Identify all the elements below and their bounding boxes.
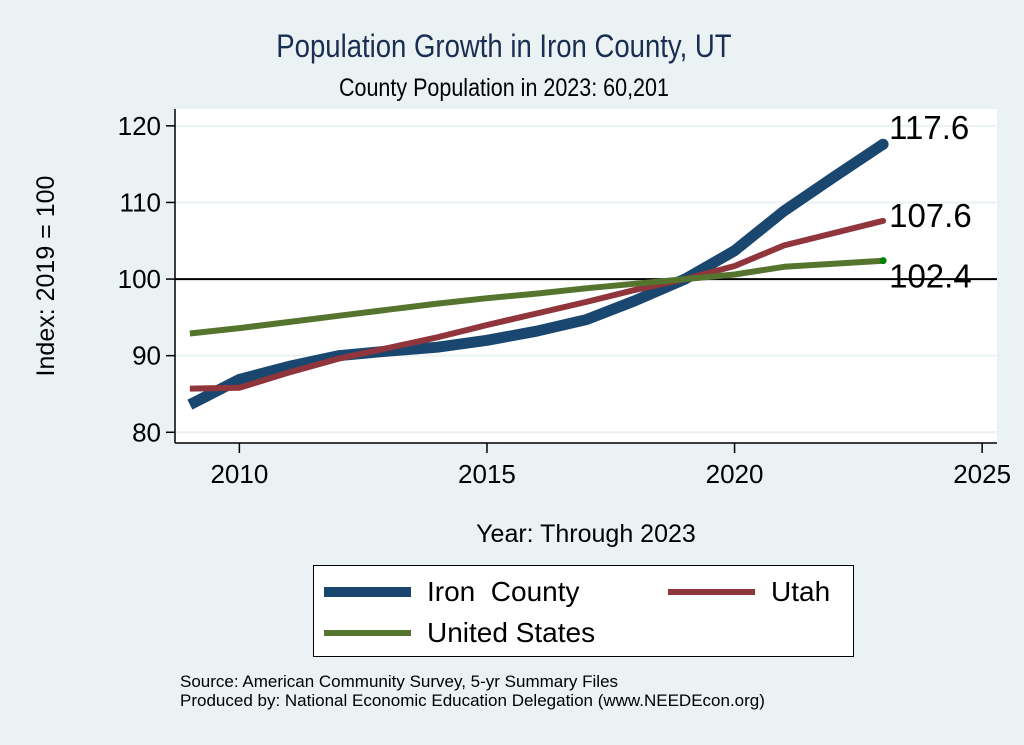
legend-item-utah: Utah [668,576,830,608]
footer-notes: Source: American Community Survey, 5-yr … [180,672,765,710]
plot-area [175,109,997,443]
legend-swatch-iron-county [324,587,411,597]
produced-by-note: Produced by: National Economic Education… [180,691,765,710]
x-tick-label: 2015 [458,459,516,489]
x-axis-label: Year: Through 2023 [476,520,696,548]
end-label-iron-county: 117.6 [889,109,969,146]
x-tick-label: 2020 [706,459,764,489]
legend-item-iron-county: Iron County [324,576,580,608]
y-tick-label: 90 [132,341,161,371]
end-marker-iron-county [877,138,889,150]
legend-swatch-united-states [324,630,411,636]
chart-title: Population Growth in Iron County, UT [276,28,732,64]
y-tick-label: 110 [120,187,161,217]
end-marker-united-states [879,257,887,265]
legend-label-utah: Utah [771,576,831,607]
legend-label-iron-county: Iron County [427,576,580,607]
legend-item-united-states: United States [324,617,595,649]
legend: Iron County Utah United States [313,565,854,657]
legend-swatch-utah [668,589,755,595]
legend-label-united-states: United States [427,617,596,648]
y-tick-label: 100 [118,264,161,294]
x-tick-label: 2010 [210,459,268,489]
chart-subtitle: County Population in 2023: 60,201 [338,74,669,102]
x-tick-label: 2025 [953,459,1011,489]
y-tick-label: 80 [132,417,161,447]
y-axis-label: Index: 2019 = 100 [32,176,60,377]
source-note: Source: American Community Survey, 5-yr … [180,672,619,691]
end-label-utah: 107.6 [889,197,972,234]
end-label-united-states: 102.4 [889,258,972,295]
y-tick-label: 120 [118,111,161,141]
end-marker-utah [880,217,887,224]
